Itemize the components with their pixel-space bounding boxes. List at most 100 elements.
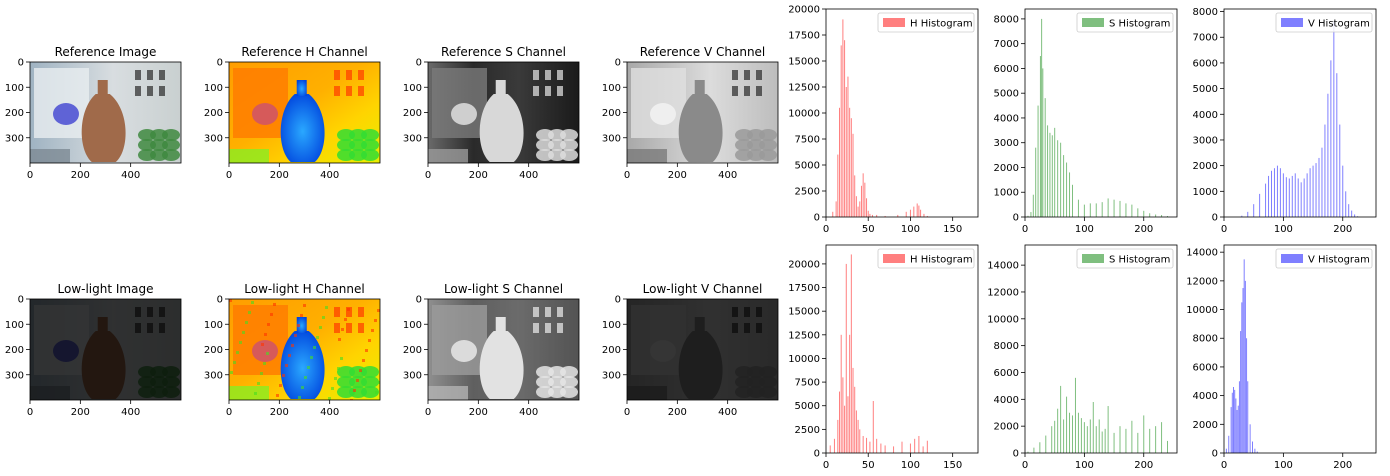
histogram-bar	[1092, 402, 1094, 453]
y-tick-label: 4000	[1193, 391, 1218, 402]
plant-leaf	[536, 366, 554, 378]
noise-dot	[310, 356, 313, 359]
histogram-bar	[1339, 124, 1341, 217]
noise-dot	[245, 321, 248, 324]
noise-dot	[236, 351, 239, 354]
image-content	[30, 299, 181, 400]
y-tick-label: 0	[1013, 449, 1019, 460]
histogram-bar	[1101, 431, 1103, 453]
noise-dot	[291, 344, 294, 347]
floor	[627, 149, 667, 163]
histogram-bar	[884, 445, 886, 453]
noise-dot	[328, 397, 331, 400]
calligraphy-mark	[346, 307, 352, 317]
histogram-bar	[922, 446, 924, 453]
legend-box	[1076, 12, 1174, 33]
panel-title: Reference H Channel	[241, 45, 367, 59]
vase	[678, 94, 723, 162]
y-tick-label: 3000	[1193, 135, 1218, 146]
x-tick-label: 0	[1221, 224, 1227, 235]
noise-dot	[350, 399, 353, 400]
y-tick-label: 300	[602, 133, 621, 144]
histogram-bar	[1041, 18, 1043, 217]
y-tick-label: 200	[403, 345, 422, 356]
plant-leaf	[337, 149, 355, 161]
x-tick-label: 400	[519, 407, 538, 418]
y-tick-label: 3000	[994, 138, 1019, 149]
histogram-bar	[1101, 202, 1103, 217]
x-tick-label: 400	[718, 170, 737, 181]
histogram-bar	[1291, 175, 1293, 217]
noise-dot	[266, 352, 269, 355]
noise-dot	[261, 343, 264, 346]
histogram-bar	[1246, 338, 1248, 453]
noise-dot	[288, 354, 291, 357]
calligraphy-mark	[545, 323, 551, 333]
histogram-bar	[1066, 162, 1068, 217]
histogram-ref-s-hist: 0 100 200010002000300040005000600070008000…	[994, 8, 1178, 235]
y-tick-label: 0	[18, 58, 24, 69]
y-tick-label: 0	[416, 295, 422, 306]
y-tick-label: 14000	[1186, 248, 1218, 259]
panel-title: Low-light S Channel	[444, 282, 563, 296]
histogram-bar	[1033, 447, 1035, 453]
histogram-bar	[876, 214, 878, 217]
histogram-bar	[1143, 415, 1145, 453]
histogram-bar	[859, 429, 861, 453]
floor	[428, 386, 468, 400]
histogram-bar	[1238, 381, 1240, 453]
y-tick-label: 0	[814, 449, 820, 460]
y-tick-label: 10000	[1186, 305, 1218, 316]
y-tick-label: 5000	[795, 401, 820, 412]
noise-dot	[273, 303, 276, 306]
histogram-bar	[909, 209, 911, 217]
x-tick-label: 400	[320, 407, 339, 418]
legend-box	[1076, 248, 1174, 269]
noise-dot	[374, 319, 377, 322]
histogram-bar	[1030, 212, 1032, 217]
noise-dot	[257, 382, 260, 385]
noise-dot	[319, 326, 322, 329]
histogram-bar	[1247, 211, 1249, 217]
x-tick-label: 200	[1134, 224, 1153, 235]
image-panel-ref-s: Reference S Channel 0 200 400 0 100 200 300	[403, 45, 580, 181]
noise-dot	[267, 323, 270, 326]
x-tick-label: 200	[1134, 460, 1153, 471]
histogram-bar	[852, 367, 854, 453]
histogram-bar	[1288, 178, 1290, 217]
histogram-bar	[837, 154, 839, 217]
histogram-bar	[1244, 280, 1246, 453]
calligraphy-mark	[334, 86, 340, 96]
histogram-bar	[1072, 184, 1073, 217]
histogram-bar	[849, 334, 851, 453]
histogram-bar	[1119, 426, 1121, 453]
histogram-bar	[859, 201, 861, 217]
noise-dot	[297, 324, 300, 327]
histogram-bar	[847, 396, 849, 453]
histogram-bar	[1060, 142, 1062, 217]
plant-leaf	[735, 129, 753, 141]
plant-leaf	[536, 386, 554, 398]
shelf	[432, 68, 487, 138]
histogram-bar	[855, 196, 857, 217]
legend-label: S Histogram	[1109, 255, 1170, 266]
plant-leaf	[138, 129, 156, 141]
histogram-bar	[905, 211, 907, 217]
noise-dot	[378, 381, 380, 384]
x-tick-label: 0	[823, 224, 829, 235]
y-tick-label: 8000	[1193, 7, 1218, 18]
calligraphy-mark	[346, 323, 352, 333]
plant-leaf	[337, 366, 355, 378]
vase	[280, 94, 325, 162]
y-tick-label: 20000	[788, 5, 820, 16]
legend-box	[877, 12, 975, 33]
legend-box	[877, 248, 975, 269]
floor	[428, 149, 468, 163]
noise-dot	[353, 389, 356, 392]
histogram-bar	[1282, 173, 1284, 217]
plate	[451, 340, 477, 362]
histogram-bar	[1271, 170, 1272, 217]
histogram-bar	[923, 213, 925, 217]
y-tick-label: 300	[5, 370, 24, 381]
